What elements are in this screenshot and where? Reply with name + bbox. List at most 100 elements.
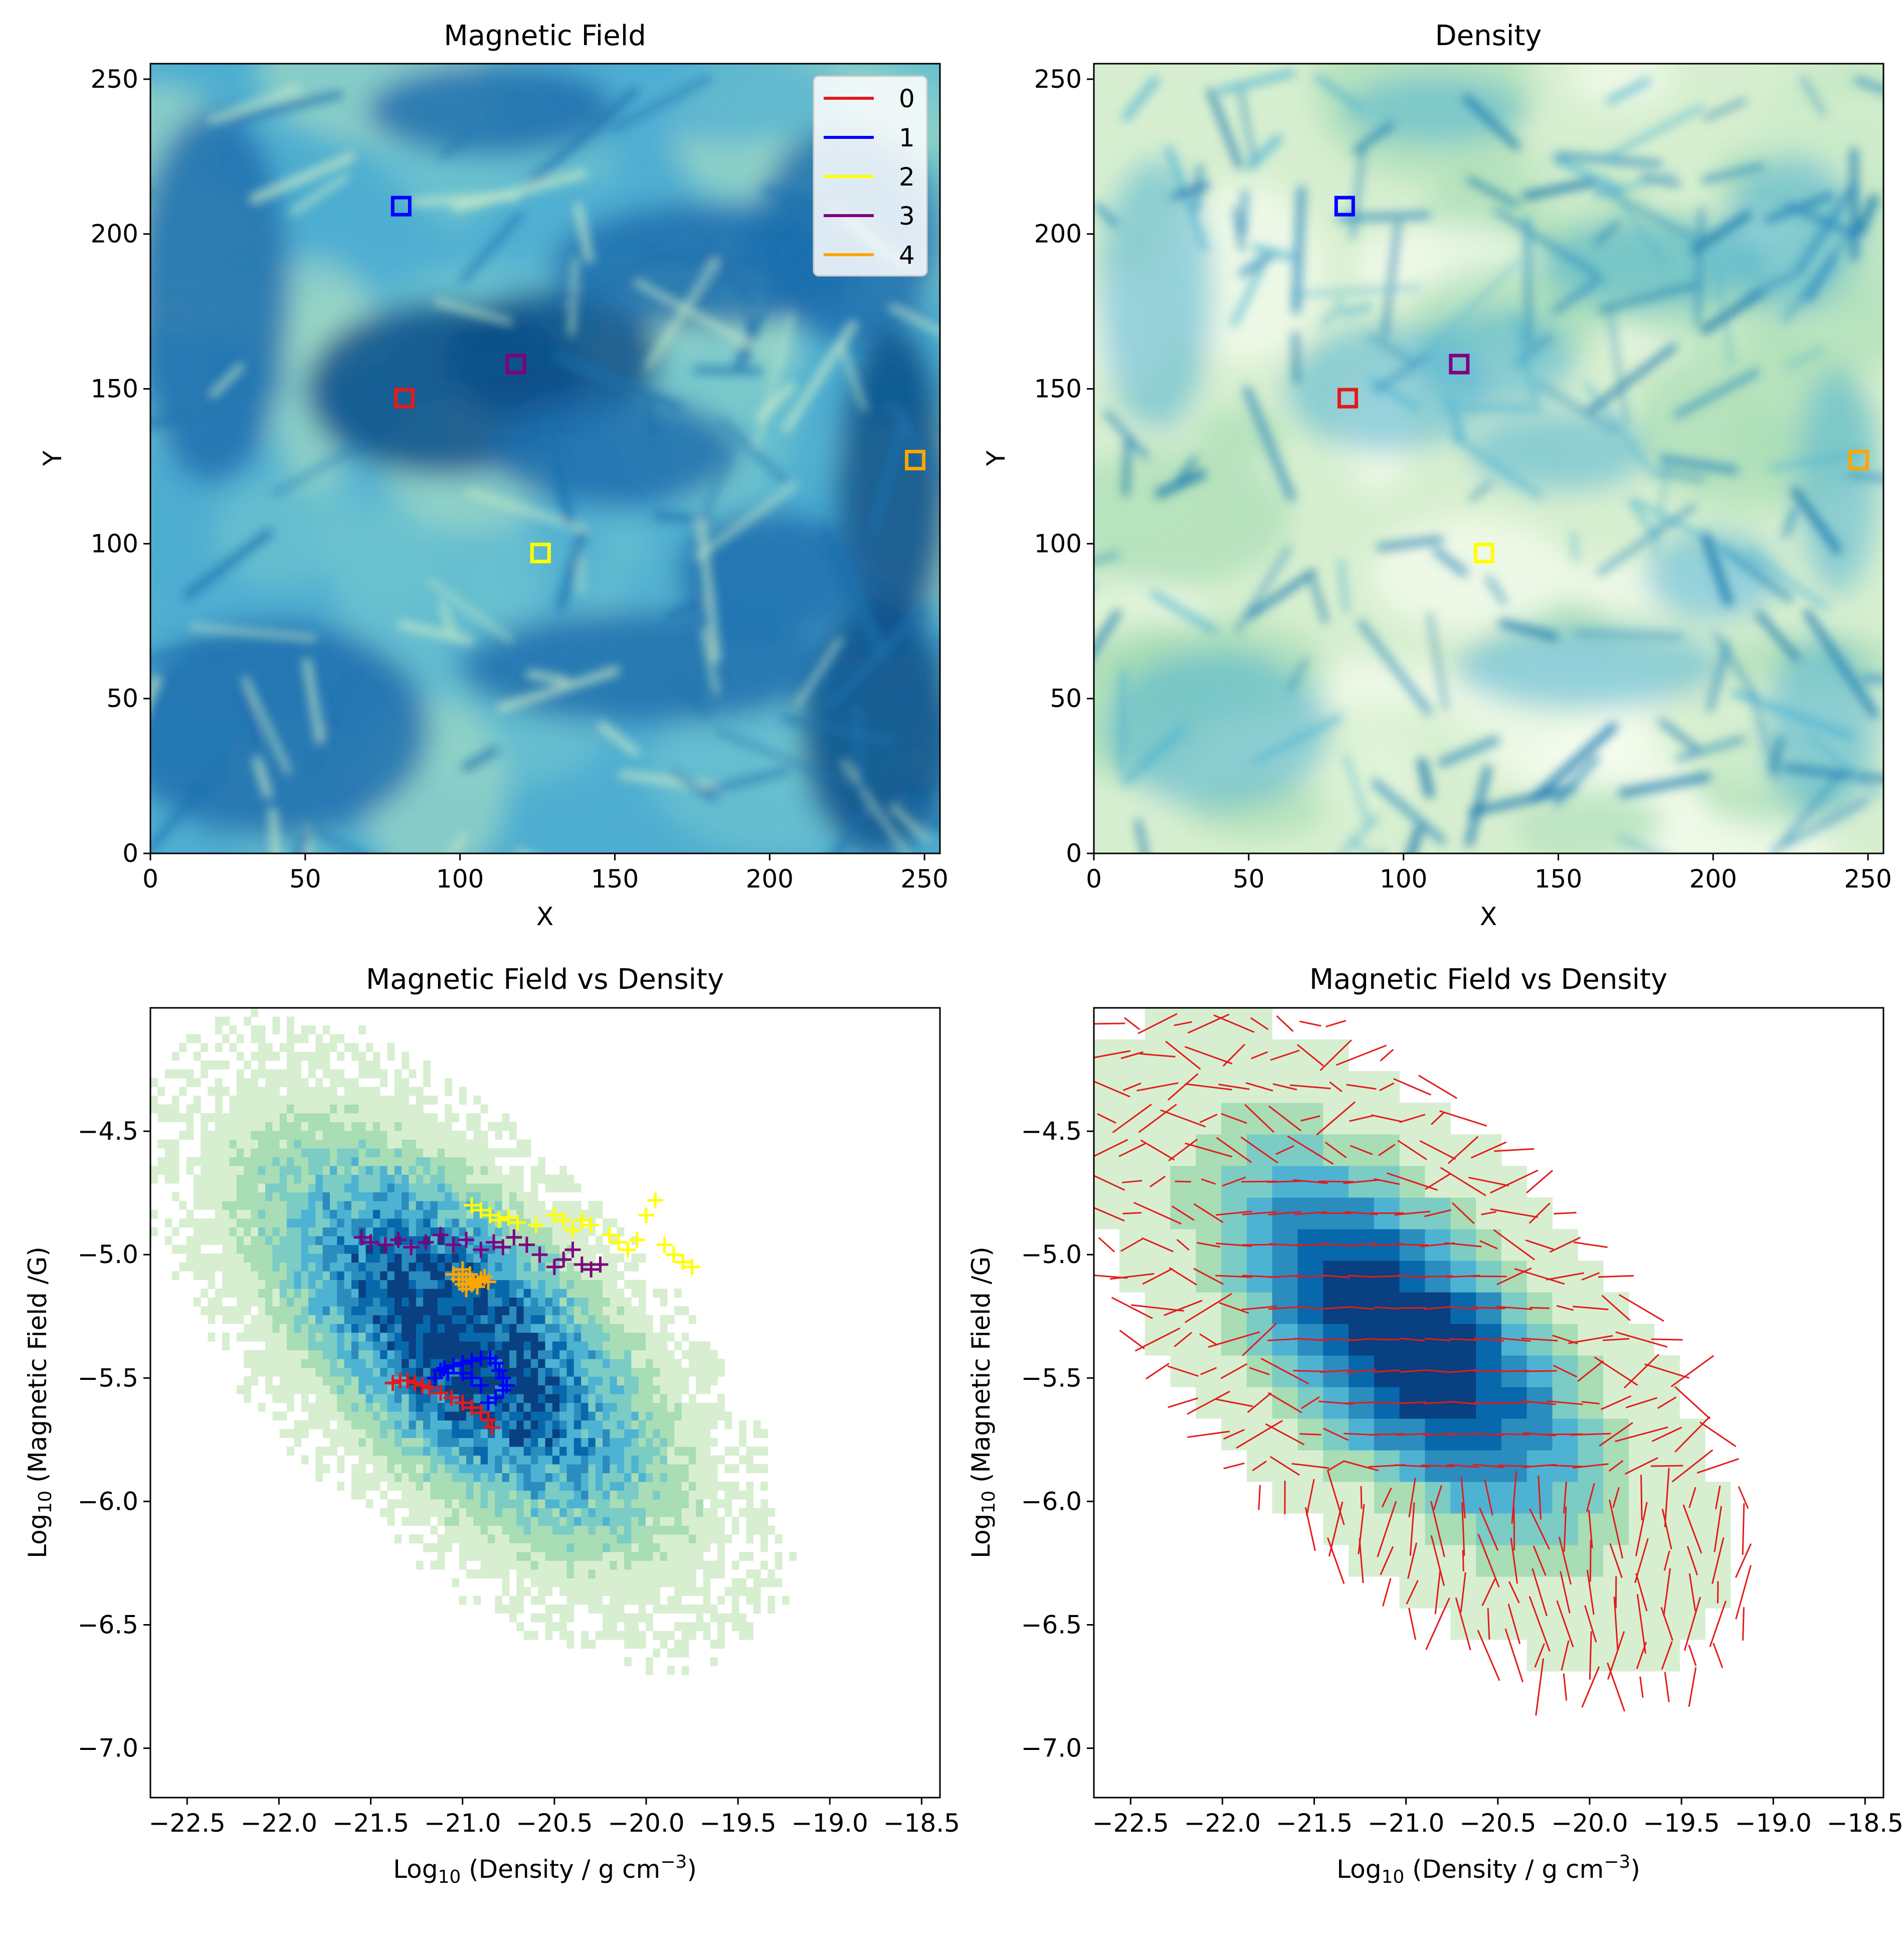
quiver-arrow (1136, 1082, 1179, 1092)
x-tick-label: −20.5 (516, 1809, 593, 1838)
quiver-arrow (1434, 1570, 1441, 1615)
quiver-arrow (1600, 1395, 1632, 1410)
quiver-arrow (1201, 1178, 1216, 1185)
quiver-arrow (1607, 1631, 1625, 1680)
quiver-arrow (1336, 1044, 1387, 1066)
quiver-arrow (1409, 1502, 1415, 1556)
point-marker-2 (530, 543, 551, 564)
quiver-arrow (1133, 1201, 1182, 1225)
quiver-arrow (1715, 1485, 1721, 1510)
trajectory-point (564, 1242, 581, 1258)
quiver-arrow (1490, 1169, 1539, 1194)
quiver-arrow (1688, 1645, 1697, 1666)
trajectory-point (647, 1192, 664, 1208)
quiver-arrow (1346, 1084, 1377, 1090)
quiver-arrow (1556, 1305, 1574, 1311)
x-axis-label: Log10 (Density / g cm−3) (1337, 1852, 1640, 1887)
quiver-arrow (1460, 1572, 1466, 1613)
quiver-arrow (1290, 1084, 1331, 1090)
quiver-arrow (1484, 1479, 1493, 1516)
quiver-arrow (1216, 1210, 1252, 1216)
quiver-arrow (1291, 1463, 1329, 1469)
quiver-arrow (1112, 1104, 1152, 1133)
quiver-arrow (1425, 1598, 1450, 1650)
quiver-arrow (1267, 1180, 1303, 1183)
quiver-arrow (1688, 1487, 1696, 1508)
trajectory-point (407, 1375, 423, 1391)
x-tick-label: −22.0 (241, 1809, 317, 1838)
quiver-arrow (1497, 1337, 1531, 1342)
quiver-arrow (1326, 1537, 1345, 1584)
quiver-arrow (1122, 1212, 1141, 1214)
quiver-arrow (1372, 1401, 1402, 1404)
quiver-arrow (1735, 1565, 1752, 1620)
x-tick-label: −20.0 (608, 1809, 684, 1838)
quiver-arrow (1529, 1202, 1551, 1224)
quiver-arrow (1269, 1275, 1301, 1278)
quiver-arrow (1094, 1081, 1130, 1098)
trajectory-point (675, 1254, 691, 1270)
quiver-arrow (1407, 1542, 1418, 1579)
quiver-arrow (1174, 1021, 1193, 1026)
quiver-arrow (1348, 1275, 1375, 1278)
quiver-arrow (1581, 1272, 1600, 1281)
quiver-arrow (1199, 1333, 1218, 1346)
quiver-arrow (1268, 1105, 1301, 1132)
quiver-arrow (1608, 1460, 1624, 1472)
quiver-arrow (1242, 1211, 1277, 1215)
quiver-arrow (1490, 1208, 1538, 1218)
quiver-arrow (1269, 1456, 1300, 1476)
quiver-arrow (1448, 1433, 1478, 1436)
quiver-arrow (1221, 1113, 1247, 1124)
trajectory-point (518, 1236, 535, 1253)
quiver-arrow (1572, 1463, 1609, 1469)
quiver-arrow (1167, 1073, 1199, 1101)
quiver-arrow (1418, 1075, 1457, 1099)
x-tick-label: −19.0 (1735, 1809, 1812, 1838)
quiver-arrow (1174, 1332, 1193, 1347)
y-tick-label: −4.5 (1021, 1117, 1082, 1146)
trajectory-point (480, 1411, 496, 1428)
quiver-arrow (1421, 1464, 1454, 1468)
y-tick-label: 0 (1066, 839, 1082, 868)
quiver-arrow (1546, 1272, 1584, 1281)
quiver-arrow (1134, 1327, 1181, 1352)
quiver-arrow (1345, 1401, 1378, 1404)
quiver-arrow (1326, 1460, 1345, 1472)
quiver-arrow (1573, 1306, 1609, 1310)
quiver-arrow (1268, 1211, 1302, 1215)
quiver-arrow (1222, 1043, 1246, 1067)
quiver-arrow (1371, 1114, 1403, 1123)
panel-title: Magnetic Field vs Density (366, 963, 724, 996)
quiver-arrow (1187, 1431, 1230, 1438)
quiver-arrow (1568, 1335, 1613, 1344)
quiver-arrow (1223, 1462, 1245, 1470)
quiver-arrow (1397, 1140, 1427, 1160)
quiver-arrow (1216, 1137, 1252, 1163)
trajectory-4 (445, 1261, 496, 1298)
y-tick-label: −6.5 (1021, 1610, 1082, 1639)
quiver-arrow (1326, 1470, 1345, 1525)
legend-label-1: 1 (899, 123, 915, 152)
trajectory-point (385, 1375, 401, 1391)
trajectory-point (443, 1389, 460, 1406)
quiver-arrow (1563, 1481, 1567, 1514)
trajectory-point (463, 1276, 480, 1293)
quiver-arrow (1219, 1302, 1249, 1314)
quiver-arrow (1589, 1631, 1592, 1680)
plot-frame (1093, 1007, 1884, 1799)
trajectory-point (421, 1379, 438, 1396)
quiver-arrow (1300, 1115, 1320, 1122)
quiver-arrow (1472, 1464, 1505, 1468)
quiver-arrow (1169, 1267, 1197, 1286)
trajectory-point (546, 1259, 562, 1275)
quiver-arrow (1742, 1503, 1745, 1555)
quiver-arrow (1258, 1485, 1261, 1510)
quiver-arrow (1547, 1400, 1583, 1405)
quiver-arrow (1329, 1081, 1343, 1093)
trajectory-point (473, 1202, 489, 1218)
point-marker-1 (1334, 196, 1355, 217)
y-tick-label: −5.5 (1021, 1363, 1082, 1392)
quiver-arrow (1164, 1300, 1203, 1316)
panel-density: Density 0 50 100 150 200 250 050100150200250 … (982, 20, 1892, 931)
